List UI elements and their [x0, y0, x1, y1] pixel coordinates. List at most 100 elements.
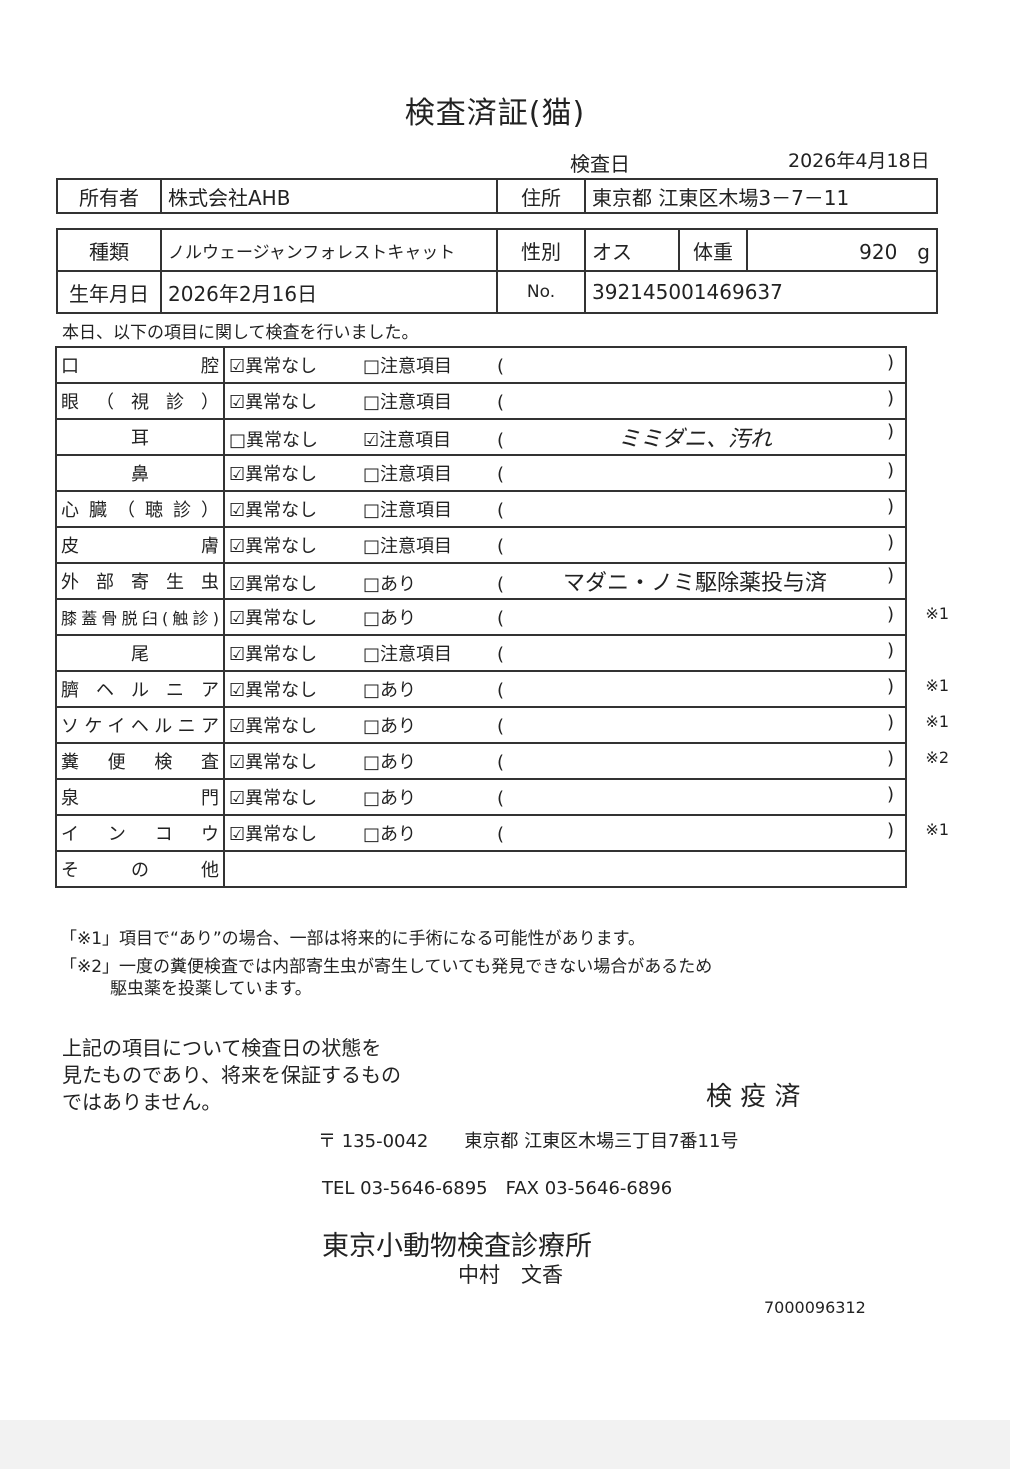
exam-date-label: 検査日 — [570, 152, 630, 176]
footnote-mark: ※1 — [925, 676, 949, 695]
concern-checkbox[interactable]: □注意項目 — [363, 356, 453, 377]
pet-table: 種類 ノルウェージャンフォレストキャット 性別 オス 体重 920 g 生年月日… — [56, 228, 938, 314]
close-paren: ) — [887, 748, 895, 769]
concern-checkbox[interactable]: □あり — [363, 752, 417, 773]
item-label-cell: ソケイヘルニア — [55, 706, 225, 744]
inspection-table: 口 腔 ☑異常なし □注意項目 () 眼（視診） ☑異常なし □注意項目 () 耳 □異… — [55, 346, 949, 888]
clinic-name: 東京小動物検査診療所 — [322, 1231, 592, 1262]
item-label: インコウ — [61, 824, 219, 845]
item-label-cell: インコウ — [55, 814, 225, 852]
item-label-cell: 口 腔 — [55, 346, 225, 384]
breed-label: 種類 — [56, 228, 162, 272]
birth-label: 生年月日 — [56, 270, 162, 314]
item-label-cell: 糞便検査 — [55, 742, 225, 780]
concern-checkbox[interactable]: □あり — [363, 680, 417, 701]
item-label: 眼（視診） — [61, 392, 219, 413]
inspection-row: 糞便検査 ☑異常なし □あり () ※2 — [55, 742, 949, 780]
owner-table: 所有者 株式会社AHB 住所 東京都 江東区木場3－7－11 — [56, 178, 938, 214]
open-paren: ( — [497, 644, 505, 665]
item-label: 口 腔 — [61, 356, 219, 377]
open-paren: ( — [497, 356, 505, 377]
no-label: No. — [496, 270, 586, 314]
concern-checkbox[interactable]: □あり — [363, 824, 417, 845]
item-label-cell: 尾 — [55, 634, 225, 672]
item-note: ミミダニ、汚れ — [617, 427, 772, 452]
close-paren: ) — [887, 820, 895, 841]
weight-label: 体重 — [678, 228, 748, 272]
normal-checkbox[interactable]: ☑異常なし — [229, 824, 318, 845]
item-result: ☑異常なし □注意項目 () — [223, 526, 907, 564]
normal-checkbox[interactable]: ☑異常なし — [229, 752, 318, 773]
quarantine-stamp: 検 疫 済 — [706, 1082, 801, 1112]
open-paren: ( — [497, 824, 505, 845]
exam-date: 2026年4月18日 — [788, 150, 930, 172]
item-label: 糞便検査 — [61, 752, 219, 773]
item-label: 膝蓋骨脱臼(触診) — [61, 609, 219, 628]
intro-text: 本日、以下の項目に関して検査を行いました。 — [62, 323, 419, 343]
concern-checkbox[interactable]: □注意項目 — [363, 500, 453, 521]
item-label: ソケイヘルニア — [61, 716, 219, 737]
concern-checkbox[interactable]: ☑注意項目 — [363, 430, 452, 451]
item-label-cell: 心臓（聴診） — [55, 490, 225, 528]
other-value — [223, 850, 907, 888]
normal-checkbox[interactable]: □異常なし — [229, 430, 319, 451]
item-label: 耳 — [131, 428, 149, 449]
normal-checkbox[interactable]: ☑異常なし — [229, 680, 318, 701]
tel-fax: TEL 03-5646-6895 FAX 03-5646-6896 — [322, 1178, 673, 1199]
normal-checkbox[interactable]: ☑異常なし — [229, 464, 318, 485]
item-label: 鼻 — [131, 464, 149, 485]
concern-checkbox[interactable]: □あり — [363, 716, 417, 737]
inspection-row: 鼻 ☑異常なし □注意項目 () — [55, 454, 907, 492]
normal-checkbox[interactable]: ☑異常なし — [229, 500, 318, 521]
vet-name: 中村 文香 — [458, 1263, 563, 1287]
address-label: 住所 — [496, 178, 586, 214]
close-paren: ) — [887, 532, 895, 553]
item-label-cell: 臍ヘルニア — [55, 670, 225, 708]
item-result: ☑異常なし □あり () ※1 — [223, 598, 949, 636]
footnote-2-cont: 駆虫薬を投薬しています。 — [110, 979, 312, 999]
normal-checkbox[interactable]: ☑異常なし — [229, 608, 318, 629]
item-label-cell: 泉 門 — [55, 778, 225, 816]
inspection-row: 泉 門 ☑異常なし □あり () — [55, 778, 907, 816]
inspection-row: 口 腔 ☑異常なし □注意項目 () — [55, 346, 907, 384]
normal-checkbox[interactable]: ☑異常なし — [229, 788, 318, 809]
item-label: 泉 門 — [61, 788, 219, 809]
normal-checkbox[interactable]: ☑異常なし — [229, 536, 318, 557]
open-paren: ( — [497, 608, 505, 629]
close-paren: ) — [887, 712, 895, 733]
normal-checkbox[interactable]: ☑異常なし — [229, 574, 318, 595]
normal-checkbox[interactable]: ☑異常なし — [229, 644, 318, 665]
item-result: ☑異常なし □あり (マダニ・ノミ駆除薬投与済) — [223, 562, 907, 600]
postal-address: 〒 135-0042 東京都 江東区木場三丁目7番11号 — [318, 1131, 739, 1152]
birth-value: 2026年2月16日 — [160, 270, 498, 314]
concern-checkbox[interactable]: □注意項目 — [363, 464, 453, 485]
concern-checkbox[interactable]: □注意項目 — [363, 392, 453, 413]
concern-checkbox[interactable]: □あり — [363, 574, 417, 595]
concern-checkbox[interactable]: □あり — [363, 788, 417, 809]
item-result: ☑異常なし □あり () ※1 — [223, 814, 949, 852]
normal-checkbox[interactable]: ☑異常なし — [229, 356, 318, 377]
owner-value: 株式会社AHB — [160, 178, 498, 214]
open-paren: ( — [497, 716, 505, 737]
item-label-cell: 外部寄生虫 — [55, 562, 225, 600]
sex-label: 性別 — [496, 228, 586, 272]
item-result: ☑異常なし □注意項目 () — [223, 490, 907, 528]
normal-checkbox[interactable]: ☑異常なし — [229, 392, 318, 413]
concern-checkbox[interactable]: □注意項目 — [363, 644, 453, 665]
item-label-cell: 皮 膚 — [55, 526, 225, 564]
item-result: ☑異常なし □あり () ※1 — [223, 706, 949, 744]
page-title: 検査済証(猫) — [404, 96, 586, 131]
footnote-2: 「※2」一度の糞便検査では内部寄生虫が寄生していても発見できない場合があるため — [60, 957, 713, 977]
close-paren: ) — [887, 388, 895, 409]
open-paren: ( — [497, 680, 505, 701]
item-note: マダニ・ノミ駆除薬投与済 — [562, 571, 827, 596]
close-paren: ) — [887, 496, 895, 517]
normal-checkbox[interactable]: ☑異常なし — [229, 716, 318, 737]
concern-checkbox[interactable]: □あり — [363, 608, 417, 629]
concern-checkbox[interactable]: □注意項目 — [363, 536, 453, 557]
close-paren: ) — [887, 352, 895, 373]
item-result: ☑異常なし □注意項目 () — [223, 454, 907, 492]
open-paren: ( — [497, 464, 505, 485]
scan-edge — [0, 1420, 1010, 1469]
open-paren: ( — [497, 500, 505, 521]
